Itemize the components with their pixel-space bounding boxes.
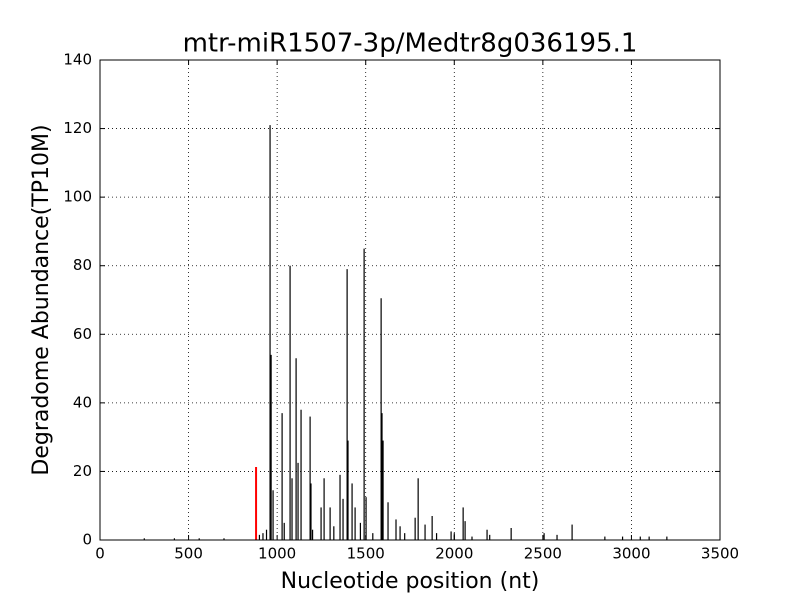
x-tick-label: 3500 [701, 545, 739, 563]
y-axis-label: Degradome Abundance(TP10M) [29, 124, 54, 475]
plot-frame [99, 59, 721, 541]
y-tick-label: 100 [63, 188, 92, 206]
y-tick-label: 140 [63, 51, 92, 69]
chart-title: mtr-miR1507-3p/Medtr8g036195.1 [183, 29, 638, 59]
y-tick-label: 0 [82, 531, 92, 549]
x-tick-label: 3000 [612, 545, 650, 563]
x-tick-label: 2000 [435, 545, 473, 563]
x-tick-label: 500 [174, 545, 203, 563]
x-axis-label: Nucleotide position (nt) [281, 569, 540, 594]
x-tick-label: 1500 [347, 545, 385, 563]
y-tick-label: 80 [73, 256, 92, 274]
y-tick-label: 20 [73, 462, 92, 480]
x-tick-label: 2500 [524, 545, 562, 563]
y-tick-label: 60 [73, 325, 92, 343]
y-tick-label: 120 [63, 119, 92, 137]
x-tick-label: 1000 [258, 545, 296, 563]
y-tick-label: 40 [73, 393, 92, 411]
x-tick-label: 0 [95, 545, 105, 563]
